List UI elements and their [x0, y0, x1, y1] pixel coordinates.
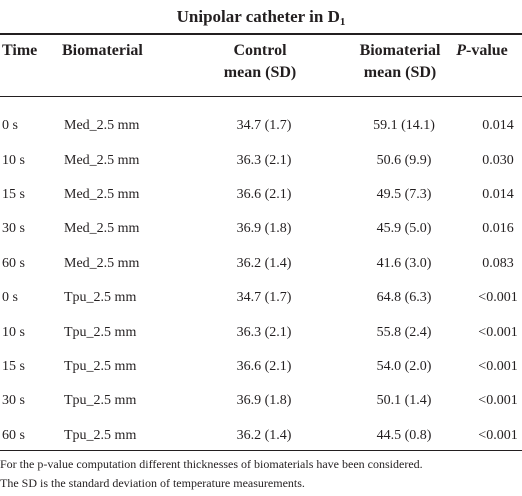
header-p-italic: P — [456, 42, 466, 59]
cell-biomaterial: Med_2.5 mm — [64, 221, 140, 237]
cell-control-mean: 36.6 (2.1) — [236, 186, 292, 202]
header-biomat-line2: mean (SD) — [363, 64, 437, 81]
cell-p-value: <0.001 — [478, 324, 518, 340]
table-row: 30 s Med_2.5 mm 36.9 (1.8) 45.9 (5.0) 0.016 — [0, 212, 522, 246]
cell-biomaterial: Med_2.5 mm — [64, 152, 140, 168]
cell-time: 30 s — [2, 393, 25, 409]
cell-p-value: <0.001 — [478, 427, 518, 443]
cell-time: 0 s — [2, 290, 18, 306]
cell-time: 15 s — [2, 358, 25, 374]
cell-time: 10 s — [2, 152, 25, 168]
cell-biomaterial-mean: 64.8 (6.3) — [376, 290, 432, 306]
table-row: 0 s Med_2.5 mm 34.7 (1.7) 59.1 (14.1) 0.014 — [0, 109, 522, 143]
header-time: Time — [2, 42, 38, 59]
cell-biomaterial-mean: 50.1 (1.4) — [376, 393, 432, 409]
cell-biomaterial-mean: 59.1 (14.1) — [373, 118, 435, 134]
cell-biomaterial: Tpu_2.5 mm — [64, 358, 137, 374]
cell-control-mean: 34.7 (1.7) — [236, 118, 292, 134]
header-biomat-line1: Biomaterial — [359, 42, 441, 59]
cell-p-value: 0.083 — [482, 255, 514, 271]
cell-biomaterial-mean: 45.9 (5.0) — [376, 221, 432, 237]
table-row: 10 s Tpu_2.5 mm 36.3 (2.1) 55.8 (2.4) <0.001 — [0, 315, 522, 349]
cell-biomaterial-mean: 50.6 (9.9) — [376, 152, 432, 168]
cell-p-value: <0.001 — [478, 358, 518, 374]
header-p-rest: -value — [466, 42, 508, 59]
cell-control-mean: 36.6 (2.1) — [236, 358, 292, 374]
cell-biomaterial: Med_2.5 mm — [64, 186, 140, 202]
header-rule — [0, 96, 522, 97]
cell-biomaterial: Med_2.5 mm — [64, 118, 140, 134]
cell-biomaterial-mean: 49.5 (7.3) — [376, 186, 432, 202]
bottom-rule — [0, 450, 522, 451]
cell-biomaterial: Tpu_2.5 mm — [64, 427, 137, 443]
top-rule — [0, 33, 522, 35]
header-p-value: P-value — [442, 40, 522, 62]
table-title: Unipolar catheter in D1 — [0, 6, 522, 33]
cell-p-value: <0.001 — [478, 393, 518, 409]
table-row: 15 s Med_2.5 mm 36.6 (2.1) 49.5 (7.3) 0.014 — [0, 178, 522, 212]
footnote-line-1: For the p-value computation different th… — [0, 457, 423, 471]
cell-control-mean: 36.9 (1.8) — [236, 393, 292, 409]
title-text: Unipolar catheter in D — [176, 7, 340, 26]
header-biomaterial-mean: Biomaterial mean (SD) — [330, 40, 470, 84]
table-row: 60 s Tpu_2.5 mm 36.2 (1.4) 44.5 (0.8) <0.001 — [0, 419, 522, 453]
cell-biomaterial-mean: 44.5 (0.8) — [376, 427, 432, 443]
cell-control-mean: 36.9 (1.8) — [236, 221, 292, 237]
cell-p-value: 0.014 — [482, 118, 514, 134]
cell-control-mean: 36.3 (2.1) — [236, 152, 292, 168]
footnote-line-2: The SD is the standard deviation of temp… — [0, 476, 305, 490]
title-subscript: 1 — [339, 16, 346, 28]
cell-biomaterial: Med_2.5 mm — [64, 255, 140, 271]
cell-control-mean: 36.2 (1.4) — [236, 255, 292, 271]
cell-biomaterial: Tpu_2.5 mm — [64, 393, 137, 409]
cell-biomaterial-mean: 54.0 (2.0) — [376, 358, 432, 374]
table-row: 30 s Tpu_2.5 mm 36.9 (1.8) 50.1 (1.4) <0.001 — [0, 384, 522, 418]
header-control: Control mean (SD) — [190, 40, 330, 84]
cell-time: 30 s — [2, 221, 25, 237]
cell-time: 60 s — [2, 255, 25, 271]
cell-time: 15 s — [2, 186, 25, 202]
cell-biomaterial: Tpu_2.5 mm — [64, 290, 137, 306]
header-control-line1: Control — [233, 42, 287, 59]
header-control-line2: mean (SD) — [223, 64, 297, 81]
cell-p-value: 0.030 — [482, 152, 514, 168]
cell-time: 60 s — [2, 427, 25, 443]
cell-p-value: 0.016 — [482, 221, 514, 237]
table-row: 15 s Tpu_2.5 mm 36.6 (2.1) 54.0 (2.0) <0.001 — [0, 350, 522, 384]
cell-p-value: <0.001 — [478, 290, 518, 306]
cell-p-value: 0.014 — [482, 186, 514, 202]
table-row: 60 s Med_2.5 mm 36.2 (1.4) 41.6 (3.0) 0.083 — [0, 247, 522, 281]
header-biomaterial: Biomaterial — [62, 42, 143, 59]
table-row: 10 s Med_2.5 mm 36.3 (2.1) 50.6 (9.9) 0.030 — [0, 143, 522, 177]
cell-time: 0 s — [2, 118, 18, 134]
data-table: 0 s Med_2.5 mm 34.7 (1.7) 59.1 (14.1) 0.014 1… — [0, 109, 522, 453]
table-row: 0 s Tpu_2.5 mm 34.7 (1.7) 64.8 (6.3) <0.001 — [0, 281, 522, 315]
cell-control-mean: 36.3 (2.1) — [236, 324, 292, 340]
cell-biomaterial-mean: 55.8 (2.4) — [376, 324, 432, 340]
cell-control-mean: 36.2 (1.4) — [236, 427, 292, 443]
footnote: For the p-value computation different th… — [0, 455, 522, 493]
cell-biomaterial: Tpu_2.5 mm — [64, 324, 137, 340]
cell-time: 10 s — [2, 324, 25, 340]
cell-biomaterial-mean: 41.6 (3.0) — [376, 255, 432, 271]
cell-control-mean: 34.7 (1.7) — [236, 290, 292, 306]
